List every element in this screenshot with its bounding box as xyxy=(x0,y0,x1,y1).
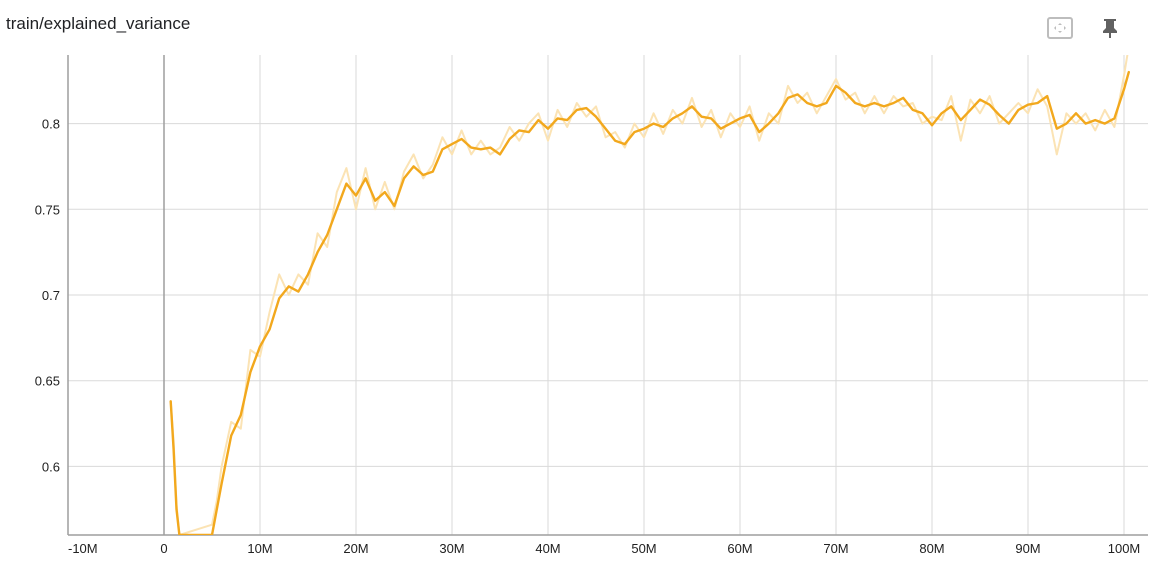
fit-domain-button[interactable] xyxy=(1046,14,1074,42)
raw-series-line[interactable] xyxy=(169,46,1129,535)
y-tick-label: 0.7 xyxy=(42,288,60,303)
x-tick-label: -10M xyxy=(68,541,98,556)
x-tick-label: 20M xyxy=(343,541,368,556)
gridlines xyxy=(68,55,1148,535)
x-tick-label: 90M xyxy=(1015,541,1040,556)
axes xyxy=(67,55,1148,536)
x-tick-label: 0 xyxy=(160,541,167,556)
x-tick-label: 50M xyxy=(631,541,656,556)
pin-button[interactable] xyxy=(1096,14,1124,42)
x-tick-label: 80M xyxy=(919,541,944,556)
fit-to-data-icon xyxy=(1047,17,1073,39)
pin-icon xyxy=(1103,19,1117,38)
y-tick-label: 0.75 xyxy=(35,202,60,217)
series-group xyxy=(169,46,1130,535)
x-tick-label: 100M xyxy=(1108,541,1141,556)
tick-labels: 0.6 0.65 0.7 0.75 0.8 -10M 0 10M 20M 30M 40M 50M 60M… xyxy=(35,117,1141,556)
x-tick-label: 60M xyxy=(727,541,752,556)
x-tick-label: 10M xyxy=(247,541,272,556)
smoothed-series-line[interactable] xyxy=(169,70,1130,535)
chart-title: train/explained_variance xyxy=(6,14,191,33)
x-tick-label: 40M xyxy=(535,541,560,556)
y-tick-label: 0.6 xyxy=(42,459,60,474)
x-tick-label: 30M xyxy=(439,541,464,556)
x-tick-label: 70M xyxy=(823,541,848,556)
y-tick-label: 0.8 xyxy=(42,117,60,132)
y-tick-label: 0.65 xyxy=(35,374,60,389)
